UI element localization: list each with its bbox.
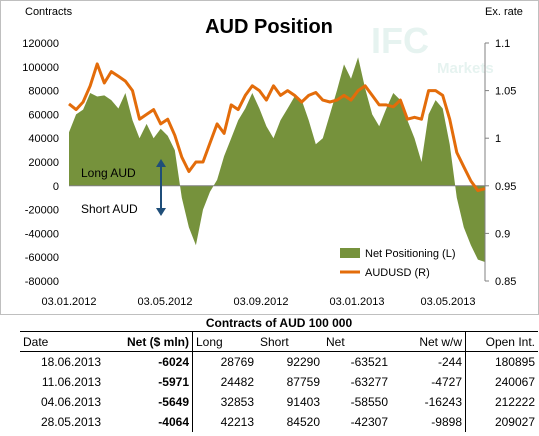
watermark-ifc: IFC — [371, 20, 429, 61]
x-tick-label: 03.05.2013 — [420, 296, 475, 308]
cell-long: 28769 — [220, 355, 254, 369]
chart-panel: IFC Markets 120000 100000 80000 60000 40000 2… — [0, 0, 539, 315]
table-row: 28.05.2013 -4064 42213 84520 -42307 -989… — [20, 412, 538, 432]
table-row: 11.06.2013 -5971 24482 87759 -63277 -472… — [20, 372, 538, 392]
cell-net: -63277 — [350, 375, 388, 389]
cell-net-mln: -4064 — [104, 412, 193, 432]
header-net: Net — [323, 331, 391, 352]
cell-open-int: 209027 — [494, 415, 535, 429]
x-tick-label: 03.05.2012 — [137, 296, 192, 308]
chart-svg: IFC Markets 120000 100000 80000 60000 40000 2… — [22, 6, 523, 308]
table-header-row: Date Net ($ mln) Long Short Net Net w/w … — [20, 331, 538, 352]
left-tick-label: 60000 — [28, 109, 59, 121]
x-tick-label: 03.01.2012 — [41, 296, 96, 308]
cell-net-mln: -5971 — [104, 372, 193, 392]
left-tick-label: 120000 — [22, 38, 59, 50]
cell-net-mln: -6024 — [104, 351, 193, 372]
header-date: Date — [20, 331, 104, 352]
watermark-markets: Markets — [437, 60, 494, 77]
header-open-int: Open Int. — [465, 331, 538, 352]
legend-audusd: AUDUSD (R) — [365, 267, 430, 279]
header-long: Long — [192, 331, 257, 352]
right-axis-ticks: 1.1 1.05 1 0.95 0.9 0.85 — [485, 38, 516, 288]
right-tick-label: 0.85 — [495, 276, 516, 288]
left-tick-label: 40000 — [28, 133, 59, 145]
table-row: 04.06.2013 -5649 32853 91403 -58550 -162… — [20, 392, 538, 412]
net-positioning-area — [69, 57, 485, 262]
right-axis-label: Ex. rate — [485, 6, 523, 18]
x-axis-ticks: 03.01.2012 03.05.2012 03.09.2012 03.01.2013… — [41, 296, 475, 308]
x-tick-label: 03.01.2013 — [329, 296, 384, 308]
cell-short: 87759 — [286, 375, 320, 389]
cell-long: 32853 — [220, 395, 254, 409]
right-tick-label: 1.05 — [495, 86, 516, 98]
cell-date: 18.06.2013 — [40, 355, 101, 369]
right-tick-label: 0.95 — [495, 181, 516, 193]
legend-net-positioning: Net Positioning (L) — [365, 248, 456, 260]
audusd-line-layer — [68, 62, 486, 193]
chart-title: AUD Position — [205, 16, 333, 38]
left-axis-label: Contracts — [25, 6, 73, 18]
cell-long: 42213 — [220, 415, 254, 429]
cell-open-int: 240067 — [494, 375, 535, 389]
left-tick-label: -80000 — [25, 276, 59, 288]
table-row: 18.06.2013 -6024 28769 92290 -63521 -244… — [20, 351, 538, 372]
long-aud-annotation: Long AUD — [81, 166, 136, 180]
cell-open-int: 180895 — [494, 355, 535, 369]
cell-short: 84520 — [286, 415, 320, 429]
cell-date: 11.06.2013 — [41, 375, 101, 389]
left-tick-label: 80000 — [28, 86, 59, 98]
left-tick-label: -40000 — [25, 228, 59, 240]
left-tick-label: -60000 — [25, 252, 59, 264]
short-arrow-head — [156, 208, 166, 216]
cell-net-ww: -4727 — [391, 372, 466, 392]
cell-short: 92290 — [286, 355, 320, 369]
cell-net: -58550 — [350, 395, 388, 409]
right-tick-label: 1.1 — [495, 38, 510, 50]
header-short: Short — [257, 331, 323, 352]
cell-open-int: 212222 — [494, 395, 535, 409]
cot-table-wrap: Contracts of AUD 100 000 Date Net ($ mln… — [20, 314, 538, 432]
header-net-ww: Net w/w — [391, 331, 466, 352]
short-aud-annotation: Short AUD — [81, 202, 138, 216]
cell-net-ww: -16243 — [391, 392, 466, 412]
net-positioning-area-layer — [69, 57, 485, 262]
right-tick-label: 0.9 — [495, 228, 510, 240]
cell-net: -42307 — [350, 415, 388, 429]
left-tick-label: 0 — [53, 181, 59, 193]
cell-net: -63521 — [350, 355, 388, 369]
right-tick-label: 1 — [495, 133, 501, 145]
header-net-mln: Net ($ mln) — [104, 331, 193, 352]
table-caption: Contracts of AUD 100 000 — [20, 314, 538, 332]
x-tick-label: 03.09.2012 — [233, 296, 288, 308]
left-tick-label: -20000 — [25, 205, 59, 217]
cell-net-mln: -5649 — [104, 392, 193, 412]
legend-swatch-net-positioning — [340, 248, 360, 258]
left-tick-label: 20000 — [28, 157, 59, 169]
audusd-line — [68, 62, 486, 193]
cell-net-ww: -9898 — [391, 412, 466, 432]
cell-long: 24482 — [220, 375, 254, 389]
cot-table: Contracts of AUD 100 000 Date Net ($ mln… — [20, 314, 538, 432]
cell-net-ww: -244 — [391, 351, 466, 372]
long-arrow-head — [156, 159, 166, 167]
left-axis-ticks: 120000 100000 80000 60000 40000 20000 0 -20000 -… — [22, 38, 59, 288]
cell-short: 91403 — [286, 395, 320, 409]
left-tick-label: 100000 — [22, 62, 59, 74]
cell-date: 04.06.2013 — [40, 395, 101, 409]
cell-date: 28.05.2013 — [40, 415, 101, 429]
table-caption-row: Contracts of AUD 100 000 — [20, 314, 538, 332]
